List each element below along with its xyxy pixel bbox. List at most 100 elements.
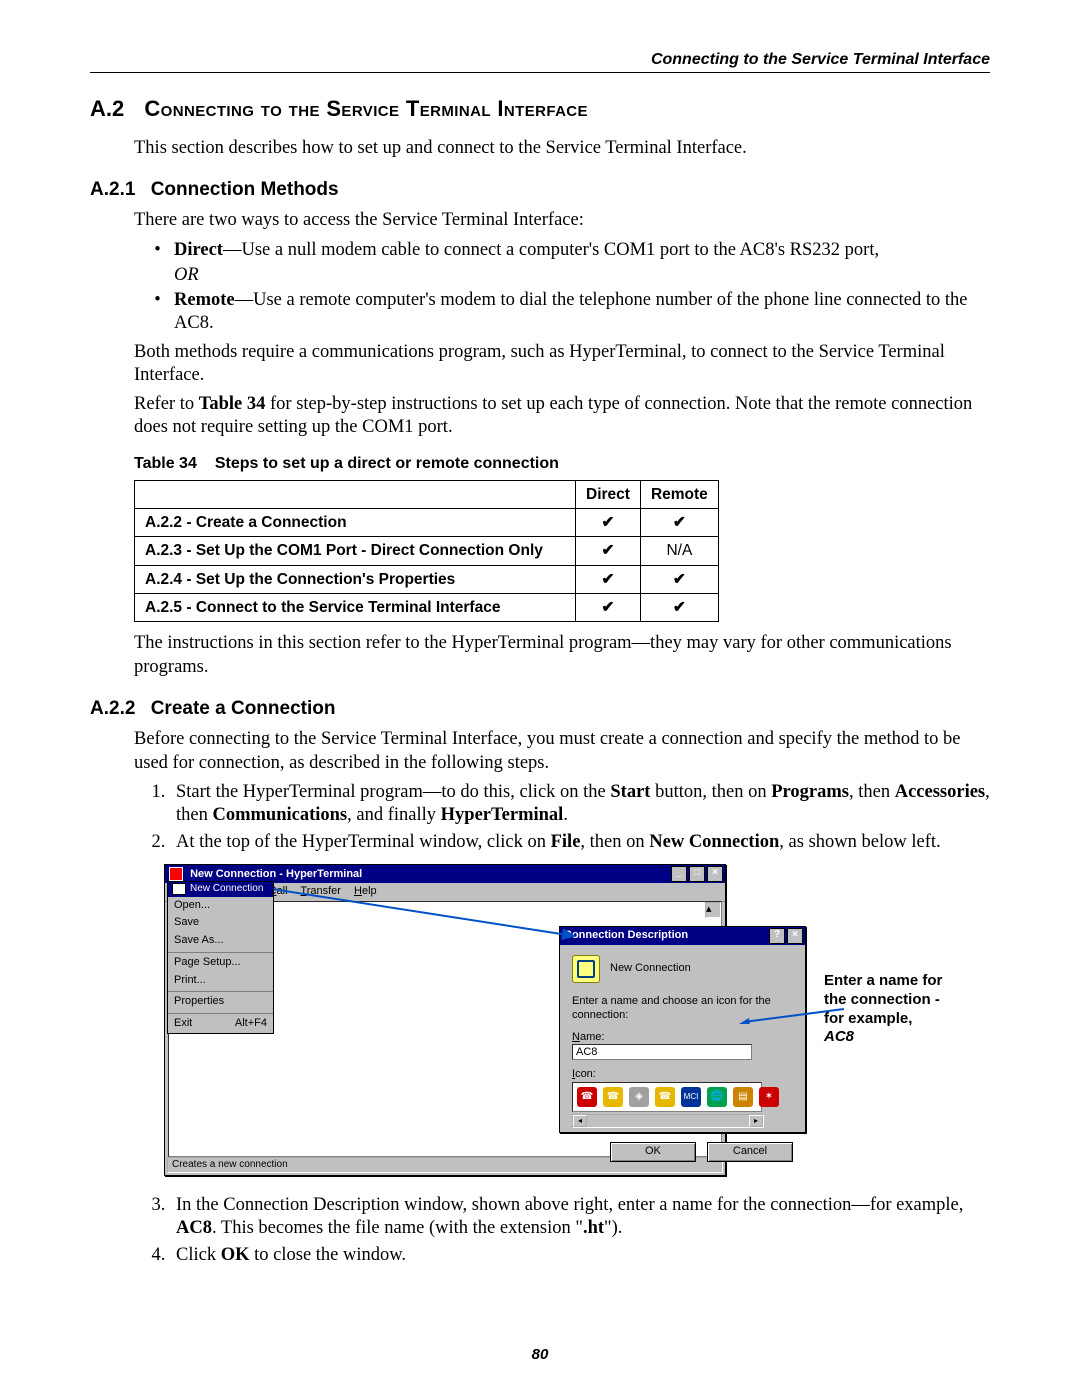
subsection-a22-heading: A.2.2 Create a Connection	[90, 697, 990, 721]
file-menu-dropdown: New Connection Open... Save Save As... P…	[167, 881, 274, 1034]
dialog-heading: New Connection	[610, 962, 691, 976]
section-heading: A.2 Connecting to the Service Terminal I…	[90, 95, 990, 123]
subsection-a21-number: A.2.1	[90, 179, 135, 200]
row-label: A.2.2 - Create a Connection	[135, 508, 576, 536]
cell-remote: N/A	[640, 537, 718, 565]
bullet-direct: Direct—Use a null modem cable to connect…	[170, 239, 990, 287]
a22-steps: Start the HyperTerminal program—to do th…	[134, 781, 990, 854]
hyperterminal-figure: New Connection - HyperTerminal _ □ × Fil…	[164, 864, 984, 1184]
section-title: Connecting to the Service Terminal Inter…	[144, 96, 588, 121]
row-label: A.2.5 - Connect to the Service Terminal …	[135, 594, 576, 622]
conn-icon-option[interactable]: 🌐	[707, 1087, 727, 1107]
a21-p1: There are two ways to access the Service…	[134, 209, 990, 232]
cell-direct: ✔	[576, 537, 641, 565]
cell-remote: ✔	[640, 565, 718, 593]
a21-bullets: Direct—Use a null modem cable to connect…	[134, 239, 990, 336]
a21-body: There are two ways to access the Service…	[134, 209, 990, 678]
conn-icon-option[interactable]: ☎	[603, 1087, 623, 1107]
menu-transfer[interactable]: Transfer	[300, 885, 341, 897]
icon-hscroll[interactable]: ◂ ▸	[572, 1114, 764, 1128]
app-icon	[169, 867, 183, 881]
conn-icon-option[interactable]: ✶	[759, 1087, 779, 1107]
row-label: A.2.3 - Set Up the COM1 Port - Direct Co…	[135, 537, 576, 565]
name-label: Name:	[572, 1031, 793, 1045]
step-1: Start the HyperTerminal program—to do th…	[170, 781, 990, 827]
dialog-prompt: Enter a name and choose an icon for the …	[572, 995, 793, 1023]
dialog-title: Connection Description	[564, 929, 688, 943]
minimize-button[interactable]: _	[671, 866, 687, 882]
dialog-help-button[interactable]: ?	[769, 928, 785, 944]
a21-p2: Both methods require a communications pr…	[134, 341, 990, 387]
exit-shortcut: Alt+F4	[235, 1017, 267, 1031]
dropdown-header[interactable]: New Connection	[168, 882, 273, 897]
menu-item-open[interactable]: Open...	[168, 897, 273, 915]
content: A.2 Connecting to the Service Terminal I…	[90, 95, 990, 1267]
table-caption: Table 34 Steps to set up a direct or remo…	[134, 454, 990, 474]
bullet-direct-or: OR	[174, 264, 990, 287]
scroll-up-stub[interactable]: ▴	[705, 902, 721, 918]
step-3: In the Connection Description window, sh…	[170, 1194, 990, 1240]
dropdown-header-text: New Connection	[190, 883, 263, 896]
connection-name-input[interactable]	[572, 1044, 752, 1060]
table-caption-a: Table 34	[134, 455, 197, 472]
conn-icon-option[interactable]: ▤	[733, 1087, 753, 1107]
cell-remote: ✔	[640, 594, 718, 622]
dialog-close-button[interactable]: ×	[787, 928, 803, 944]
bullet-remote-label: Remote	[174, 290, 235, 310]
maximize-button[interactable]: □	[689, 866, 705, 882]
menu-item-exit[interactable]: Exit Alt+F4	[168, 1013, 273, 1033]
cell-direct: ✔	[576, 565, 641, 593]
cell-direct: ✔	[576, 508, 641, 536]
bullet-direct-text: —Use a null modem cable to connect a com…	[223, 240, 879, 260]
dialog-app-icon	[572, 955, 600, 983]
connection-description-dialog: Connection Description ? × New Connectio…	[559, 926, 806, 1133]
a22-steps-cont: In the Connection Description window, sh…	[134, 1194, 990, 1267]
bullet-direct-label: Direct	[174, 240, 223, 260]
window-title: New Connection - HyperTerminal	[190, 868, 362, 880]
menu-help[interactable]: Help	[354, 885, 377, 897]
conn-icon-option[interactable]: ☎	[655, 1087, 675, 1107]
menu-item-pagesetup[interactable]: Page Setup...	[168, 952, 273, 972]
a21-p3: Refer to Table 34 for step-by-step instr…	[134, 393, 990, 439]
new-connection-icon	[172, 883, 186, 895]
icon-label: Icon:	[572, 1068, 793, 1082]
col-direct: Direct	[576, 480, 641, 508]
table-caption-b: Steps to set up a direct or remote conne…	[215, 455, 559, 472]
page-number: 80	[0, 1346, 1080, 1365]
cancel-button[interactable]: Cancel	[707, 1142, 793, 1162]
col-remote: Remote	[640, 480, 718, 508]
subsection-a22-title: Create a Connection	[151, 698, 336, 719]
conn-icon-option[interactable]: MCI	[681, 1087, 701, 1107]
subsection-a22-number: A.2.2	[90, 698, 135, 719]
menu-item-save[interactable]: Save	[168, 914, 273, 932]
running-head: Connecting to the Service Terminal Inter…	[651, 50, 990, 70]
section-number: A.2	[90, 96, 124, 121]
menu-item-properties[interactable]: Properties	[168, 991, 273, 1011]
menu-item-print[interactable]: Print...	[168, 972, 273, 990]
dialog-body: New Connection Enter a name and choose a…	[560, 945, 805, 1170]
icon-strip[interactable]: ☎ ☎ ◈ ☎ MCI 🌐 ▤ ✶	[572, 1082, 762, 1112]
ok-button[interactable]: OK	[610, 1142, 696, 1162]
a22-p1: Before connecting to the Service Termina…	[134, 728, 990, 774]
title-left: New Connection - HyperTerminal	[169, 867, 362, 882]
table-row: A.2.2 - Create a Connection ✔ ✔	[135, 508, 719, 536]
bullet-remote: Remote—Use a remote computer's modem to …	[170, 289, 990, 335]
dialog-titlebar: Connection Description ? ×	[560, 927, 805, 945]
header-rule	[90, 72, 990, 73]
table-row: A.2.5 - Connect to the Service Terminal …	[135, 594, 719, 622]
conn-icon-option[interactable]: ☎	[577, 1087, 597, 1107]
menu-item-saveas[interactable]: Save As...	[168, 932, 273, 950]
scroll-right-icon[interactable]: ▸	[749, 1115, 763, 1127]
conn-icon-option[interactable]: ◈	[629, 1087, 649, 1107]
subsection-a21-heading: A.2.1 Connection Methods	[90, 178, 990, 202]
cell-direct: ✔	[576, 594, 641, 622]
table-row: A.2.3 - Set Up the COM1 Port - Direct Co…	[135, 537, 719, 565]
step-4: Click OK to close the window.	[170, 1244, 990, 1267]
a22-body: Before connecting to the Service Termina…	[134, 728, 990, 1267]
section-intro: This section describes how to set up and…	[134, 137, 990, 160]
step-2: At the top of the HyperTerminal window, …	[170, 831, 990, 854]
scroll-left-icon[interactable]: ◂	[573, 1115, 587, 1127]
dialog-button-row: OK Cancel	[572, 1142, 793, 1162]
steps-table: Direct Remote A.2.2 - Create a Connectio…	[134, 480, 719, 623]
close-button[interactable]: ×	[707, 866, 723, 882]
